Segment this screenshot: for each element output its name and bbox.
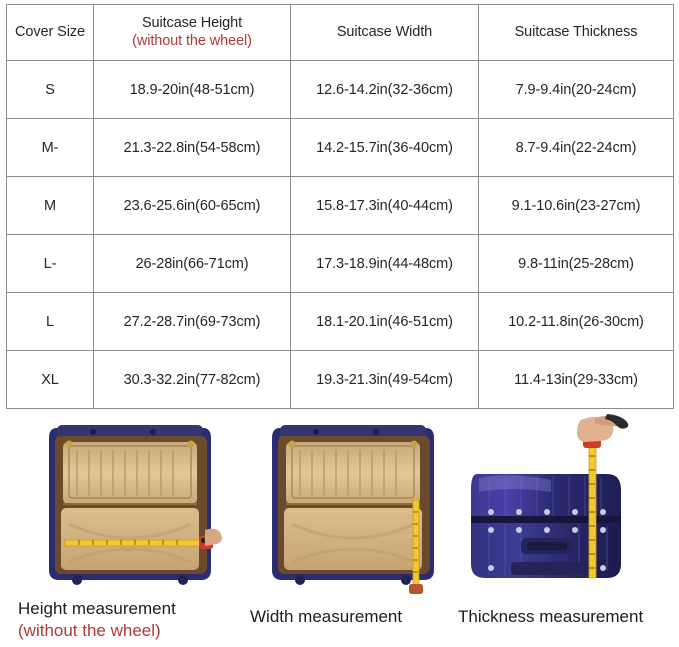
caption-height-measurement: Height measurement (without the wheel) xyxy=(18,598,176,643)
cell-height: 27.2-28.7in(69-73cm) xyxy=(93,292,291,351)
table-row: M 23.6-25.6in(60-65cm) 15.8-17.3in(40-44… xyxy=(6,176,674,235)
header-suitcase-thickness: Suitcase Thickness xyxy=(478,4,674,61)
cell-width: 12.6-14.2in(32-36cm) xyxy=(290,60,479,119)
cell-thickness: 9.8-11in(25-28cm) xyxy=(478,234,674,293)
header-suitcase-width: Suitcase Width xyxy=(290,4,479,61)
cell-height: 26-28in(66-71cm) xyxy=(93,234,291,293)
cell-size: M xyxy=(6,176,94,235)
cell-width: 14.2-15.7in(36-40cm) xyxy=(290,118,479,177)
cell-size: M- xyxy=(6,118,94,177)
measurement-photo-strip xyxy=(0,412,679,594)
caption-height-line1: Height measurement xyxy=(18,599,176,618)
table-header-row: Cover Size Suitcase Height (without the … xyxy=(6,4,674,61)
caption-width-measurement: Width measurement xyxy=(250,607,403,626)
table-row: L- 26-28in(66-71cm) 17.3-18.9in(44-48cm)… xyxy=(6,234,674,293)
cell-thickness: 7.9-9.4in(20-24cm) xyxy=(478,60,674,119)
cell-height: 18.9-20in(48-51cm) xyxy=(93,60,291,119)
cell-height: 30.3-32.2in(77-82cm) xyxy=(93,350,291,409)
table-row: M- 21.3-22.8in(54-58cm) 14.2-15.7in(36-4… xyxy=(6,118,674,177)
photo-open-suitcase-horizontal-tape xyxy=(35,412,225,594)
cell-height: 23.6-25.6in(60-65cm) xyxy=(93,176,291,235)
cell-width: 17.3-18.9in(44-48cm) xyxy=(290,234,479,293)
cell-size: S xyxy=(6,60,94,119)
cell-height: 21.3-22.8in(54-58cm) xyxy=(93,118,291,177)
cell-size: L xyxy=(6,292,94,351)
header-cover-size: Cover Size xyxy=(6,4,94,61)
photo-open-suitcase-vertical-tape xyxy=(258,412,448,594)
cell-size: XL xyxy=(6,350,94,409)
cell-width: 19.3-21.3in(49-54cm) xyxy=(290,350,479,409)
cell-thickness: 9.1-10.6in(23-27cm) xyxy=(478,176,674,235)
cell-width: 18.1-20.1in(46-51cm) xyxy=(290,292,479,351)
table-row: XL 30.3-32.2in(77-82cm) 19.3-21.3in(49-5… xyxy=(6,350,674,409)
cell-thickness: 11.4-13in(29-33cm) xyxy=(478,350,674,409)
cell-thickness: 10.2-11.8in(26-30cm) xyxy=(478,292,674,351)
size-chart-table: Cover Size Suitcase Height (without the … xyxy=(6,4,674,409)
caption-thickness-measurement: Thickness measurement xyxy=(458,607,644,626)
header-height-note: (without the wheel) xyxy=(132,32,252,49)
cell-size: L- xyxy=(6,234,94,293)
table-row: L 27.2-28.7in(69-73cm) 18.1-20.1in(46-51… xyxy=(6,292,674,351)
photo-closed-suitcase-depth-tape xyxy=(455,412,645,594)
caption-height-line2: (without the wheel) xyxy=(18,621,161,641)
header-height-main: Suitcase Height xyxy=(141,14,243,31)
cell-thickness: 8.7-9.4in(22-24cm) xyxy=(478,118,674,177)
table-row: S 18.9-20in(48-51cm) 12.6-14.2in(32-36cm… xyxy=(6,60,674,119)
header-suitcase-height: Suitcase Height (without the wheel) xyxy=(93,4,291,61)
cell-width: 15.8-17.3in(40-44cm) xyxy=(290,176,479,235)
